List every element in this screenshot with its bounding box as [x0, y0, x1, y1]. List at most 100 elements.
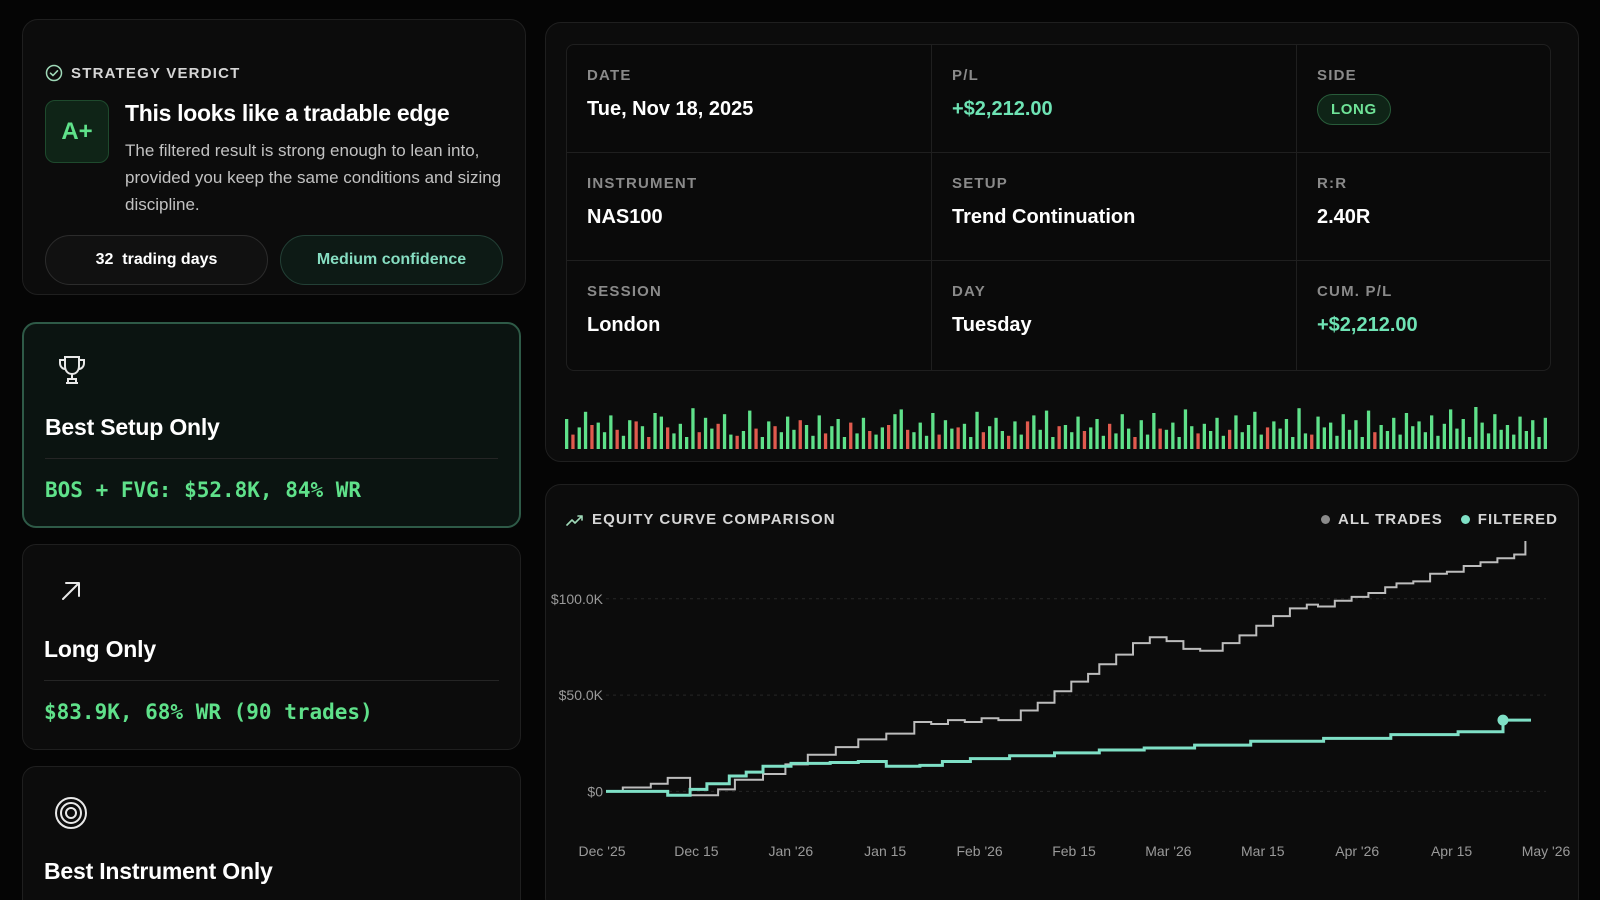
pl-bar[interactable] [981, 432, 985, 449]
pl-bar[interactable] [1089, 427, 1093, 449]
pl-bar[interactable] [1133, 437, 1137, 449]
pl-bar[interactable] [1524, 431, 1528, 449]
pl-bar[interactable] [1379, 425, 1383, 449]
pl-bar[interactable] [1228, 429, 1232, 449]
pl-bar[interactable] [1240, 432, 1244, 449]
pl-bar[interactable] [754, 428, 758, 449]
pl-bar[interactable] [1455, 428, 1459, 449]
pl-bar[interactable] [621, 435, 626, 449]
pl-bar[interactable] [849, 422, 853, 449]
pl-bar[interactable] [1152, 413, 1156, 449]
pl-bar[interactable] [1499, 429, 1503, 449]
pl-bar[interactable] [1183, 409, 1188, 449]
pl-bar[interactable] [950, 428, 954, 449]
pl-bar[interactable] [887, 425, 891, 449]
pl-bar[interactable] [1461, 419, 1465, 449]
pl-bar[interactable] [1101, 435, 1105, 449]
pl-bar[interactable] [691, 408, 695, 449]
pl-bar[interactable] [1265, 427, 1270, 449]
pl-bar[interactable] [666, 427, 670, 449]
pl-bar[interactable] [1007, 435, 1011, 449]
pl-bar[interactable] [1474, 407, 1478, 449]
pl-bar[interactable] [615, 429, 619, 449]
pl-bar[interactable] [931, 413, 935, 449]
pl-bar[interactable] [969, 437, 973, 449]
pl-bar[interactable] [1347, 429, 1352, 449]
scenario-card-best-setup[interactable]: Best Setup Only BOS + FVG: $52.8K, 84% W… [22, 322, 521, 528]
pl-bar[interactable] [1297, 408, 1301, 449]
pl-bar[interactable] [571, 434, 575, 449]
pl-bar[interactable] [1354, 420, 1358, 449]
pl-bar[interactable] [1215, 417, 1219, 449]
pl-bar[interactable] [1164, 429, 1169, 449]
pl-bar[interactable] [602, 432, 607, 449]
pl-bar[interactable] [1512, 434, 1516, 449]
pl-bar[interactable] [1493, 414, 1497, 449]
pl-bar[interactable] [640, 426, 645, 449]
equity-chart[interactable]: $0 $50.0K $100.0K Dec '25 Dec 15 Jan '26 Jan 1… [546, 485, 1580, 900]
pl-bar[interactable] [1436, 435, 1440, 449]
pl-bar[interactable] [1259, 434, 1263, 449]
pl-bar[interactable] [735, 435, 739, 449]
pl-bar[interactable] [1341, 414, 1345, 449]
pl-bar[interactable] [1145, 434, 1150, 449]
pl-bar[interactable] [880, 427, 884, 449]
pl-bar[interactable] [1423, 432, 1427, 449]
scenario-card-best-instrument[interactable]: Best Instrument Only [22, 766, 521, 900]
pl-bar[interactable] [710, 428, 714, 449]
pl-bar[interactable] [1000, 431, 1004, 449]
pl-bar[interactable] [994, 417, 998, 449]
pl-bar[interactable] [773, 426, 777, 449]
pl-bar[interactable] [1398, 434, 1402, 449]
pl-bar[interactable] [823, 433, 828, 449]
pl-bar[interactable] [1303, 433, 1308, 449]
pl-bar[interactable] [855, 433, 859, 449]
pl-bar[interactable] [1158, 428, 1162, 449]
pl-bar[interactable] [1032, 415, 1036, 449]
pl-bar[interactable] [792, 429, 796, 449]
pl-bar[interactable] [1209, 431, 1213, 449]
pl-bar[interactable] [767, 421, 771, 449]
pl-bar[interactable] [1360, 437, 1364, 449]
pl-bar[interactable] [1417, 421, 1421, 449]
scenario-card-long-only[interactable]: Long Only $83.9K, 68% WR (90 trades) [22, 544, 521, 750]
filtered-end-point[interactable] [1497, 714, 1509, 726]
pl-bar[interactable] [634, 421, 638, 449]
pl-bar[interactable] [811, 435, 815, 449]
pl-bar[interactable] [1531, 420, 1535, 449]
pl-bar[interactable] [722, 414, 727, 449]
pl-bar[interactable] [1038, 429, 1042, 449]
pl-bar[interactable] [1082, 431, 1087, 449]
pl-bar[interactable] [1373, 432, 1377, 449]
pl-bar[interactable] [703, 417, 708, 449]
pl-bar[interactable] [1057, 426, 1061, 449]
pl-bar[interactable] [609, 415, 613, 449]
pl-bar[interactable] [628, 420, 632, 449]
pl-bar[interactable] [1196, 433, 1200, 449]
pl-bar[interactable] [836, 419, 840, 449]
pl-bar[interactable] [1486, 433, 1491, 449]
pl-bar[interactable] [1253, 411, 1257, 449]
pl-bar[interactable] [596, 422, 600, 449]
pl-bar[interactable] [1310, 434, 1314, 449]
pl-bar[interactable] [672, 433, 676, 449]
pl-bar[interactable] [962, 423, 967, 449]
pl-bar[interactable] [577, 427, 581, 449]
pl-bar[interactable] [1108, 423, 1112, 449]
series-line-all-trades[interactable] [606, 541, 1527, 797]
pl-bar[interactable] [1272, 421, 1276, 449]
series-line-filtered[interactable] [606, 718, 1531, 797]
pl-bar[interactable] [893, 414, 897, 449]
pl-bar[interactable] [760, 437, 764, 449]
pl-bar[interactable] [748, 410, 752, 449]
pl-bar[interactable] [1095, 419, 1099, 449]
pl-bar[interactable] [1025, 421, 1030, 449]
pl-bar[interactable] [1120, 414, 1124, 449]
pl-bar[interactable] [899, 409, 903, 449]
pl-bar[interactable] [1013, 421, 1017, 449]
pl-bar[interactable] [924, 435, 929, 449]
pl-bar[interactable] [1411, 426, 1415, 449]
pl-bar[interactable] [729, 434, 733, 449]
pl-bar[interactable] [988, 426, 992, 449]
pl-bar[interactable] [975, 411, 979, 449]
